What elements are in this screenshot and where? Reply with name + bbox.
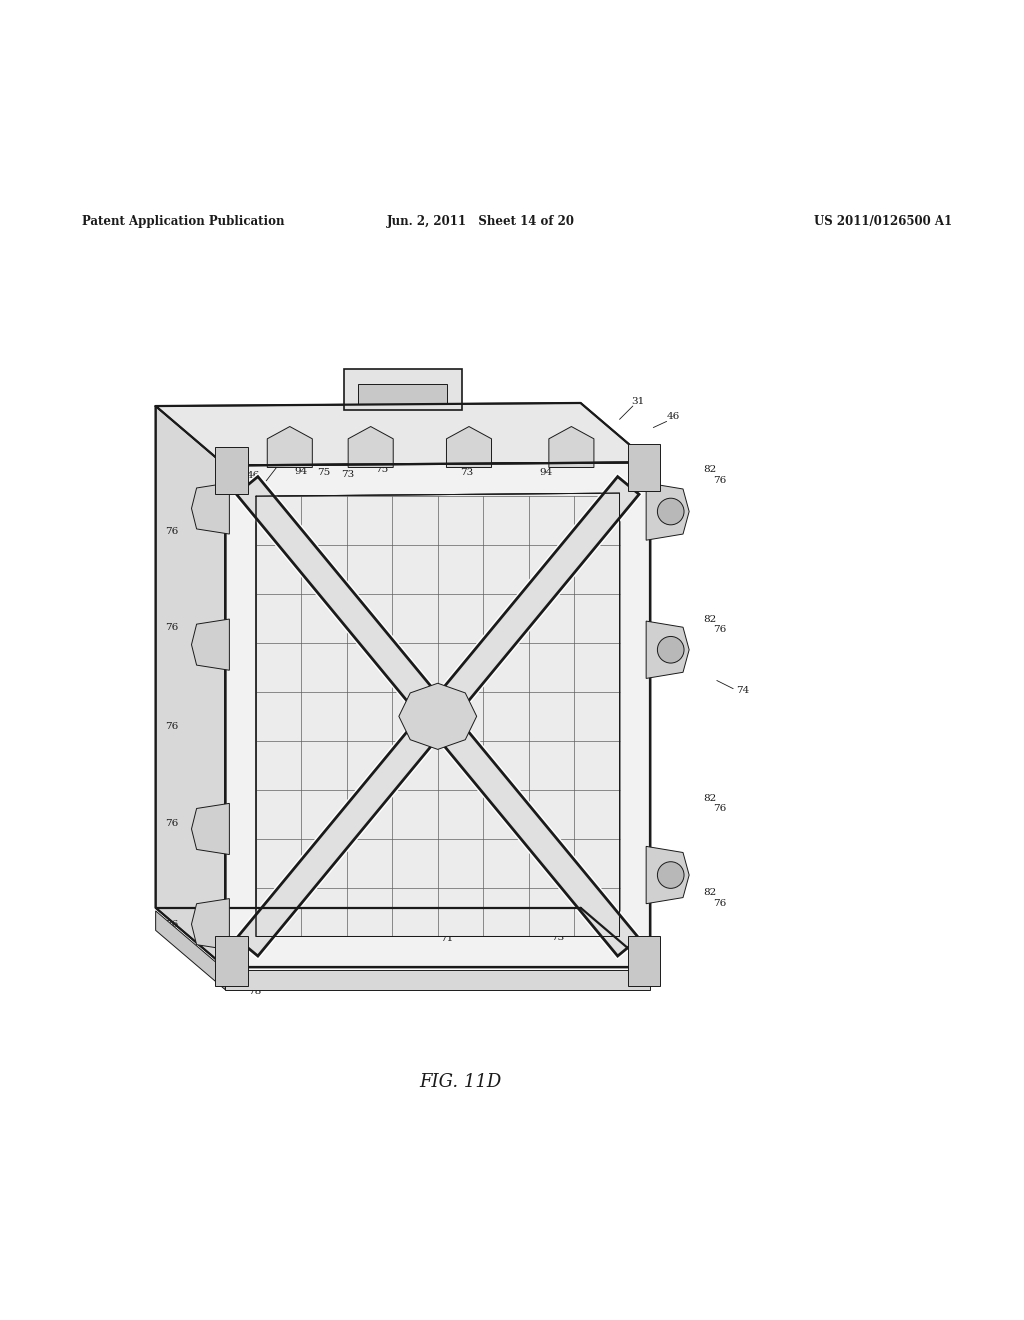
Polygon shape bbox=[646, 622, 689, 678]
Polygon shape bbox=[156, 908, 650, 968]
Text: 82: 82 bbox=[703, 465, 716, 474]
Text: 75: 75 bbox=[376, 465, 388, 474]
Text: 82: 82 bbox=[703, 888, 716, 898]
Text: 73: 73 bbox=[342, 470, 354, 479]
Text: 75: 75 bbox=[303, 975, 315, 985]
Text: 82: 82 bbox=[703, 793, 716, 803]
Text: 75: 75 bbox=[317, 469, 330, 477]
Text: 76: 76 bbox=[166, 820, 178, 829]
Polygon shape bbox=[358, 384, 447, 404]
Text: 96: 96 bbox=[253, 482, 265, 491]
Text: 74: 74 bbox=[736, 686, 749, 696]
Text: US 2011/0126500 A1: US 2011/0126500 A1 bbox=[814, 215, 952, 228]
Polygon shape bbox=[225, 970, 650, 990]
Text: 96: 96 bbox=[623, 488, 635, 498]
Polygon shape bbox=[549, 426, 594, 467]
Polygon shape bbox=[156, 911, 225, 990]
Text: 82: 82 bbox=[703, 615, 716, 623]
Polygon shape bbox=[256, 494, 620, 936]
Text: 94: 94 bbox=[295, 467, 307, 477]
Polygon shape bbox=[156, 407, 225, 968]
Polygon shape bbox=[191, 899, 229, 950]
Text: 78: 78 bbox=[249, 987, 261, 997]
Text: 46: 46 bbox=[668, 412, 680, 421]
Polygon shape bbox=[191, 483, 229, 535]
Polygon shape bbox=[446, 426, 492, 467]
Polygon shape bbox=[399, 684, 476, 750]
Polygon shape bbox=[628, 936, 660, 986]
Polygon shape bbox=[156, 403, 650, 466]
Polygon shape bbox=[344, 370, 462, 411]
Text: 76: 76 bbox=[714, 624, 726, 634]
Polygon shape bbox=[646, 846, 689, 904]
Text: 76: 76 bbox=[714, 899, 726, 908]
Circle shape bbox=[657, 636, 684, 663]
Text: 71: 71 bbox=[440, 935, 453, 942]
Text: 31: 31 bbox=[632, 397, 644, 407]
Text: 37: 37 bbox=[337, 796, 349, 805]
Polygon shape bbox=[191, 619, 229, 671]
Polygon shape bbox=[215, 936, 248, 986]
Text: 46: 46 bbox=[247, 471, 259, 480]
Polygon shape bbox=[191, 804, 229, 854]
Text: Jun. 2, 2011   Sheet 14 of 20: Jun. 2, 2011 Sheet 14 of 20 bbox=[387, 215, 575, 228]
Text: 73: 73 bbox=[552, 933, 564, 942]
Text: 93: 93 bbox=[270, 850, 283, 859]
Polygon shape bbox=[267, 426, 312, 467]
Text: 78: 78 bbox=[604, 940, 616, 949]
Text: 76: 76 bbox=[166, 623, 178, 632]
Text: 73: 73 bbox=[212, 924, 224, 933]
Text: 76: 76 bbox=[166, 920, 178, 929]
Text: 76: 76 bbox=[714, 804, 726, 813]
Polygon shape bbox=[581, 403, 650, 968]
Text: Patent Application Publication: Patent Application Publication bbox=[82, 215, 285, 228]
Text: 76: 76 bbox=[714, 477, 726, 486]
Polygon shape bbox=[348, 426, 393, 467]
Text: 75: 75 bbox=[572, 878, 585, 887]
Text: 76: 76 bbox=[166, 722, 178, 731]
Polygon shape bbox=[628, 444, 660, 491]
Polygon shape bbox=[646, 483, 689, 540]
Text: 76: 76 bbox=[166, 528, 178, 536]
Polygon shape bbox=[225, 462, 650, 968]
Text: 94: 94 bbox=[540, 469, 552, 477]
Text: 37: 37 bbox=[545, 796, 557, 805]
Text: FIG. 11D: FIG. 11D bbox=[420, 1073, 502, 1090]
Circle shape bbox=[657, 498, 684, 525]
Text: 93: 93 bbox=[578, 821, 590, 830]
Text: 73: 73 bbox=[461, 469, 473, 477]
Polygon shape bbox=[215, 447, 248, 494]
Circle shape bbox=[657, 862, 684, 888]
